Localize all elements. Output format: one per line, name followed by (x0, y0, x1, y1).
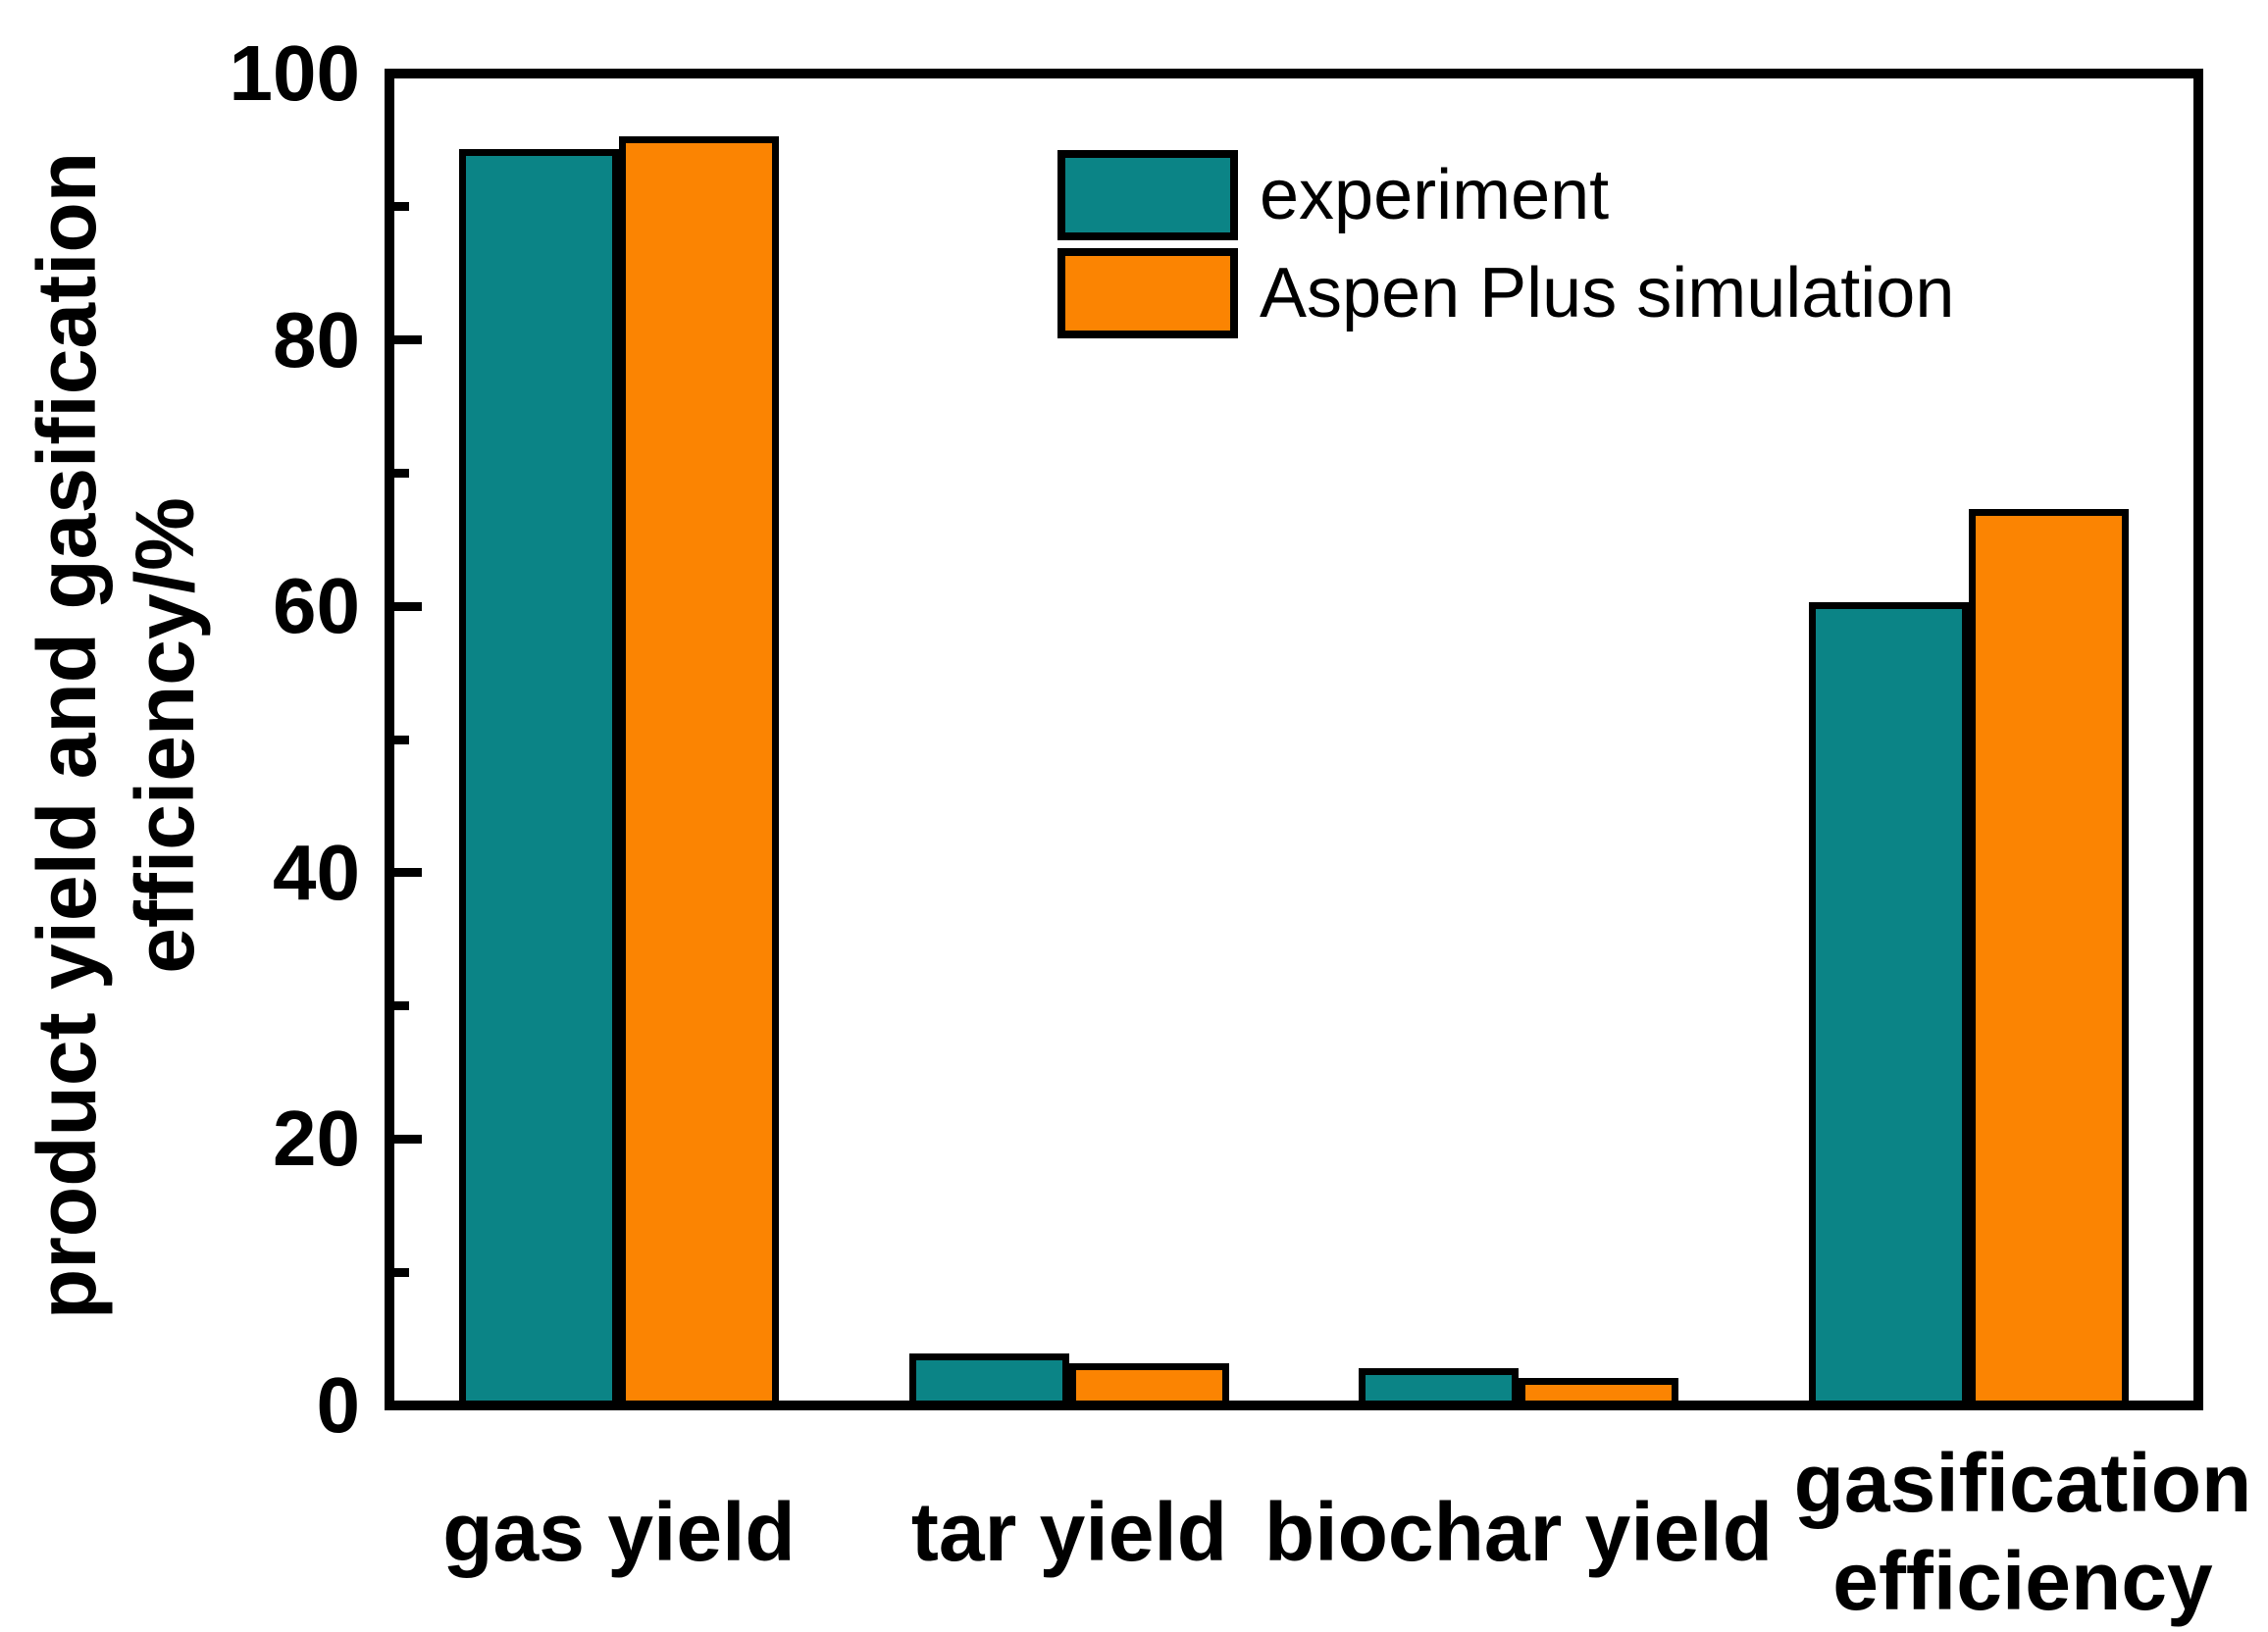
y-tick-label-60: 60 (273, 562, 360, 649)
x-category-label-gasification-efficiency: gasification efficiency (1650, 1434, 2268, 1630)
y-axis-tick-70 (394, 469, 409, 478)
legend-label-aspen-plus-simulation: Aspen Plus simulation (1260, 254, 1955, 332)
x-category-label-biochar-yield: biochar yield (1146, 1434, 1891, 1630)
aspen-plus-simulation-color-swatch (1057, 248, 1238, 338)
x-category-label-line: gas yield (442, 1486, 796, 1578)
y-axis-title-line2: efficiency/% (119, 497, 211, 974)
y-tick-label-0: 0 (316, 1361, 361, 1449)
y-axis-tick-30 (394, 1001, 409, 1010)
y-tick-label-20: 20 (273, 1095, 360, 1182)
legend-item-aspen-plus-simulation: Aspen Plus simulation (1057, 248, 1954, 338)
bar-experiment-gasification-efficiency (1808, 602, 1969, 1410)
x-category-label-line: gasification (1793, 1437, 2252, 1529)
y-tick-label-80: 80 (273, 296, 360, 383)
y-axis-tick-80 (394, 335, 422, 344)
y-axis-tick-90 (394, 202, 409, 211)
y-axis-title-line1: product yield and gasification (21, 151, 113, 1320)
x-category-label-tar-yield: tar yield (696, 1434, 1442, 1630)
y-axis-tick-50 (394, 736, 409, 744)
y-axis-tick-10 (394, 1268, 409, 1277)
y-tick-label-40: 40 (273, 829, 360, 916)
y-axis-title: product yield and gasification efficienc… (18, 49, 214, 1422)
x-category-label-line: biochar yield (1263, 1486, 1774, 1578)
bar-aspen-plus-simulation-gas-yield (619, 136, 780, 1410)
legend-label-experiment: experiment (1260, 156, 1610, 234)
y-axis-tick-40 (394, 868, 422, 877)
bar-aspen-plus-simulation-gasification-efficiency (1968, 509, 2129, 1410)
legend-item-experiment: experiment (1057, 150, 1954, 240)
x-category-label-line: tar yield (910, 1486, 1228, 1578)
y-tick-label-100: 100 (229, 29, 360, 117)
experiment-color-swatch (1057, 150, 1238, 240)
x-category-label-gas-yield: gas yield (246, 1434, 992, 1630)
x-category-label-line: efficiency (1832, 1535, 2213, 1627)
y-axis-tick-60 (394, 602, 422, 611)
plot-frame (385, 69, 2203, 1410)
legend: experiment Aspen Plus simulation (1057, 150, 1954, 338)
y-axis-tick-20 (394, 1135, 422, 1144)
